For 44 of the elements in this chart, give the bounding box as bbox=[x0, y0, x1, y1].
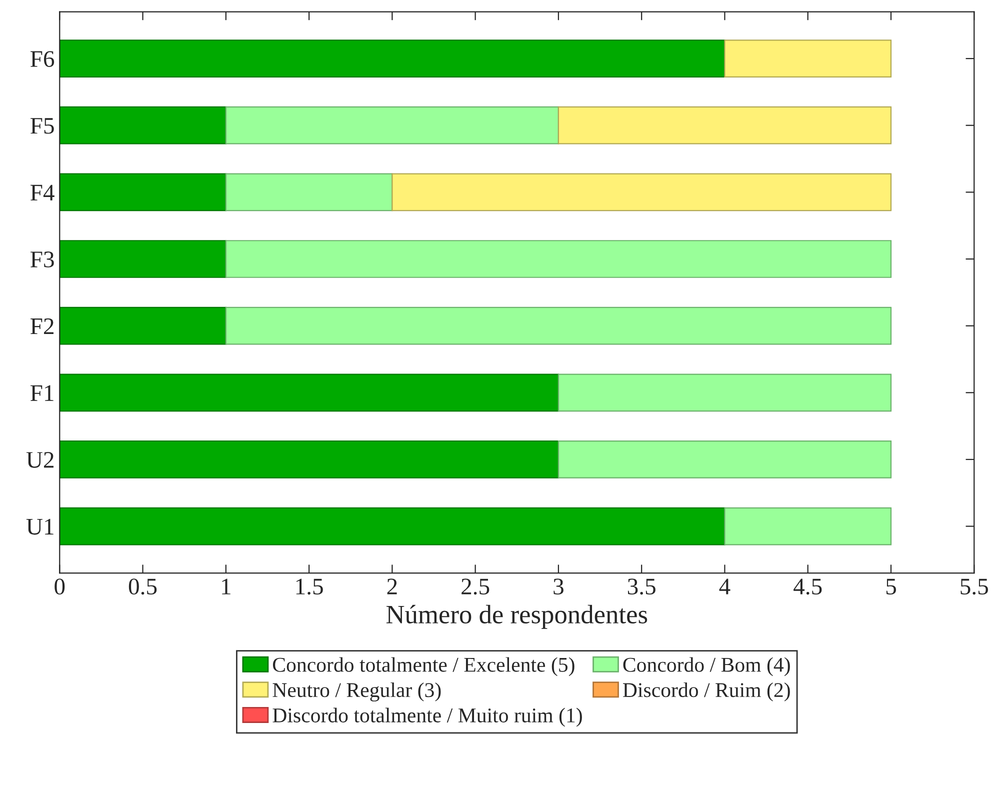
y-tick-label: F3 bbox=[30, 252, 54, 268]
bar bbox=[60, 507, 726, 546]
bar bbox=[392, 173, 892, 212]
x-tick-label: 2.5 bbox=[462, 578, 490, 595]
bar bbox=[558, 106, 892, 144]
y-tick-label: F4 bbox=[30, 184, 54, 200]
x-axis-title: Número de respondentes bbox=[386, 604, 648, 629]
x-tick-label: 3 bbox=[554, 578, 564, 595]
bar bbox=[225, 306, 892, 345]
bar bbox=[558, 440, 892, 478]
bar bbox=[724, 40, 892, 78]
bar bbox=[225, 240, 892, 278]
x-tick-label: 0 bbox=[54, 578, 65, 595]
bar bbox=[60, 106, 226, 144]
bar bbox=[225, 106, 559, 144]
x-tick-label: 4.5 bbox=[794, 578, 822, 595]
legend-label: Concordo totalmente / Excelente (5) bbox=[272, 657, 574, 676]
legend-label: Discordo / Ruim (2) bbox=[623, 682, 790, 702]
bar bbox=[558, 374, 892, 412]
legend-label: Concordo / Bom (4) bbox=[623, 657, 790, 676]
legend-label: Neutro / Regular (3) bbox=[272, 682, 441, 702]
bar bbox=[60, 306, 226, 345]
y-tick-label: F1 bbox=[30, 385, 54, 401]
x-tick-label: 4 bbox=[719, 578, 730, 594]
x-tick-label: 5 bbox=[886, 578, 896, 595]
x-tick-label: 1.5 bbox=[296, 578, 323, 595]
y-tick-label: U1 bbox=[26, 518, 54, 535]
y-tick-label: F2 bbox=[30, 318, 54, 334]
bar bbox=[60, 173, 226, 212]
bar bbox=[225, 173, 393, 212]
y-tick-label: F5 bbox=[30, 118, 54, 134]
y-tick-label: U2 bbox=[26, 452, 54, 468]
x-tick-label: 1 bbox=[222, 578, 230, 594]
bar bbox=[60, 440, 559, 478]
y-tick-label: F6 bbox=[30, 51, 54, 67]
x-tick-label: 0.5 bbox=[128, 578, 157, 595]
bar bbox=[60, 374, 559, 412]
x-tick-label: 3.5 bbox=[628, 578, 656, 595]
bar bbox=[60, 240, 226, 278]
bar bbox=[724, 507, 892, 546]
legend-label: Discordo totalmente / Muito ruim (1) bbox=[272, 708, 582, 727]
bar bbox=[60, 40, 726, 78]
x-tick-label: 5.5 bbox=[960, 578, 988, 595]
x-tick-label: 2 bbox=[387, 578, 397, 594]
